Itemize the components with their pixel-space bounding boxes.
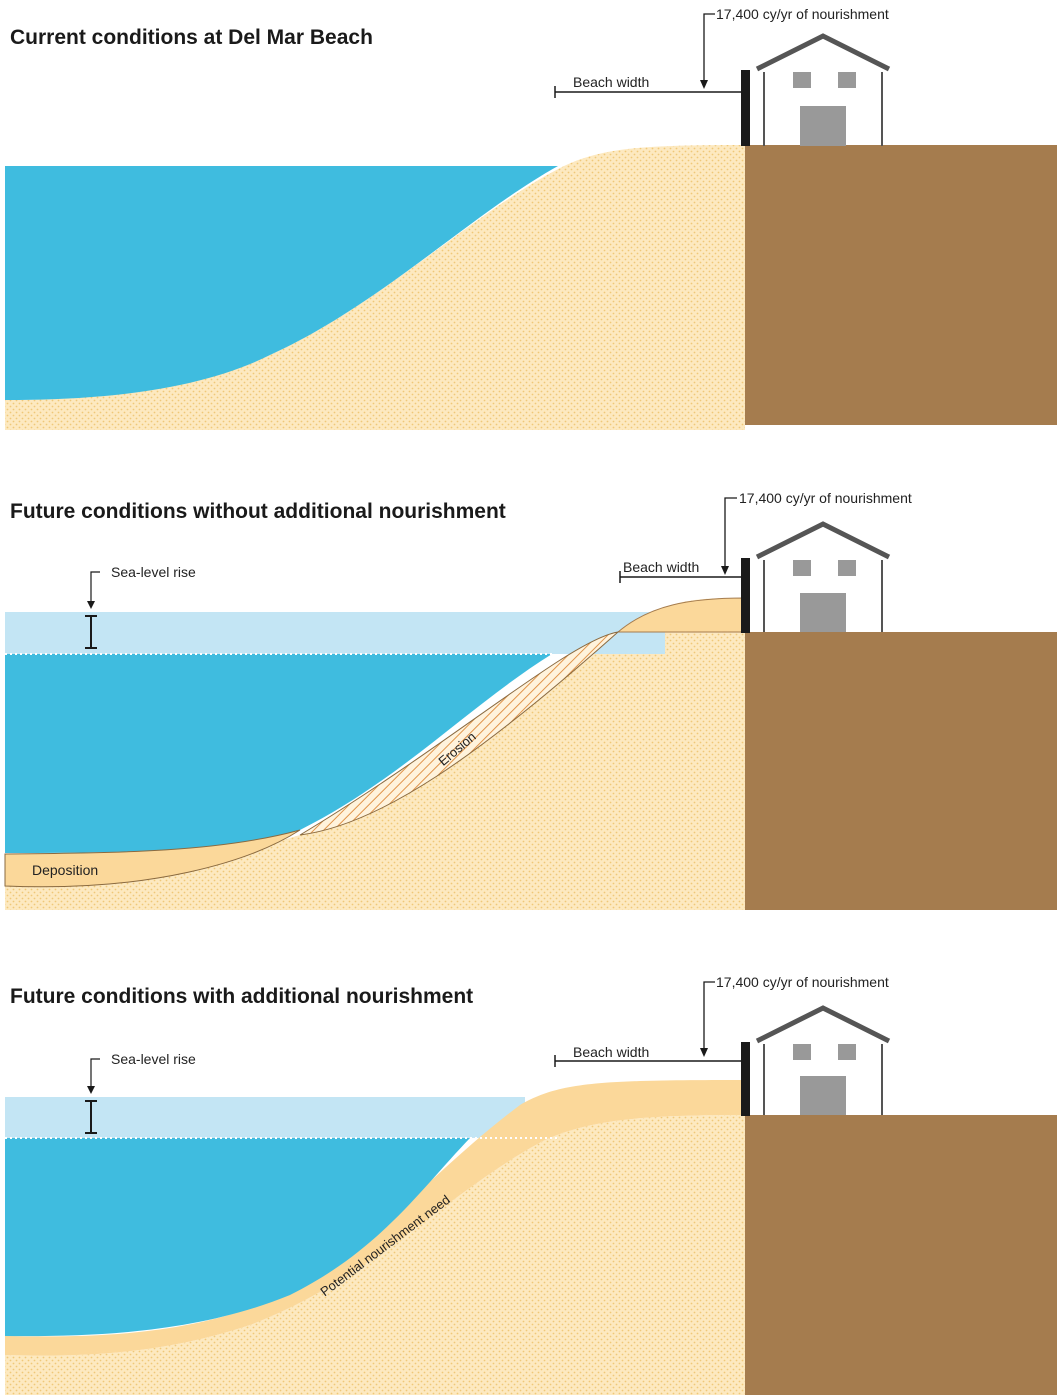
land bbox=[745, 1115, 1057, 1395]
panel-future-with-illustration bbox=[5, 981, 1057, 1395]
deposition-label: Deposition bbox=[32, 862, 99, 878]
sea-level-rise-marker bbox=[85, 1058, 100, 1134]
water bbox=[5, 166, 558, 400]
nourishment-label: 17,400 cy/yr of nourishment bbox=[716, 6, 889, 22]
beach-width-dimension bbox=[554, 1055, 741, 1067]
deposition-area bbox=[4, 829, 301, 888]
nourishment-label: 17,400 cy/yr of nourishment bbox=[716, 974, 889, 990]
seawall-icon bbox=[741, 1042, 750, 1116]
arrow-down-icon bbox=[700, 981, 715, 1057]
erosion-area bbox=[299, 631, 620, 836]
panel-title: Future conditions without additional nou… bbox=[10, 500, 506, 523]
water bbox=[5, 1138, 470, 1337]
sand-body bbox=[5, 1115, 745, 1395]
beach-width-dimension bbox=[554, 86, 741, 98]
water bbox=[5, 654, 552, 853]
house-icon bbox=[755, 33, 891, 146]
beach-width-dimension bbox=[619, 571, 741, 583]
nourishment-label: 17,400 cy/yr of nourishment bbox=[739, 490, 912, 506]
panel-title: Future conditions with additional nouris… bbox=[10, 985, 474, 1008]
sand-body bbox=[5, 598, 745, 910]
seawall-icon bbox=[741, 558, 750, 633]
sea-level-rise-band bbox=[5, 1097, 525, 1138]
sea-level-rise-marker bbox=[85, 571, 100, 649]
beach-width-label: Beach width bbox=[623, 559, 700, 575]
sea-level-rise-label: Sea-level rise bbox=[111, 1051, 196, 1067]
sand-body bbox=[5, 145, 745, 430]
panel-title: Current conditions at Del Mar Beach bbox=[10, 26, 373, 49]
panel-future-without-illustration bbox=[4, 497, 1057, 910]
arrow-down-icon bbox=[721, 497, 737, 575]
panel-current: Current conditions at Del Mar Beach 17,4… bbox=[0, 0, 1057, 440]
house-icon bbox=[755, 1005, 891, 1115]
land bbox=[745, 632, 1057, 910]
panel-current-illustration bbox=[5, 13, 1057, 430]
arrow-down-icon bbox=[700, 13, 715, 89]
beach-width-label: Beach width bbox=[573, 1044, 650, 1060]
panel-future-without-nourishment: Future conditions without additional nou… bbox=[0, 480, 1057, 920]
house-icon bbox=[755, 521, 891, 632]
sea-level-rise-label: Sea-level rise bbox=[111, 564, 196, 580]
beach-width-label: Beach width bbox=[573, 74, 650, 90]
sea-level-rise-band bbox=[5, 612, 665, 654]
land bbox=[745, 145, 1057, 425]
panel-future-with-nourishment: Future conditions with additional nouris… bbox=[0, 960, 1057, 1400]
seawall-icon bbox=[741, 70, 750, 146]
nourishment-need-area bbox=[5, 1080, 745, 1356]
